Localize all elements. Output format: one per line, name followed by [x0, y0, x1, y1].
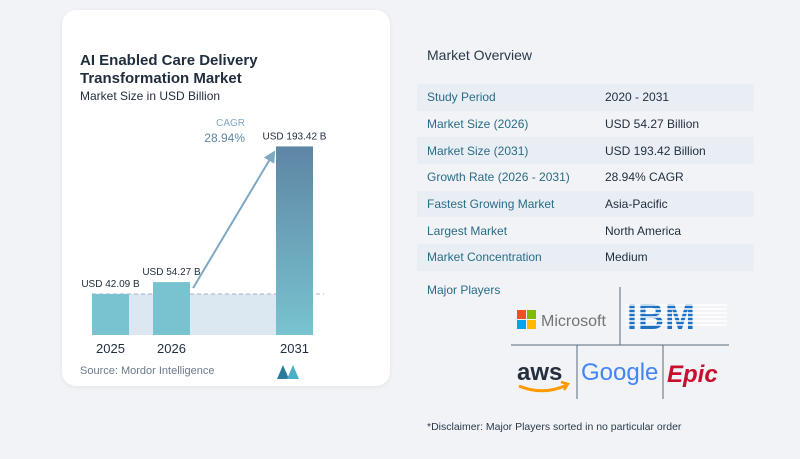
cagr-label: CAGR	[216, 118, 245, 129]
row-value: USD 54.27 Billion	[605, 117, 700, 132]
microsoft-logo: Microsoft	[517, 310, 606, 330]
overview-table: Study Period 2020 - 2031 Market Size (202…	[417, 84, 754, 271]
row-label: Market Concentration	[427, 250, 542, 265]
overview-row: Study Period 2020 - 2031	[417, 84, 754, 111]
row-value: 28.94% CAGR	[605, 170, 684, 185]
ibm-logo: IBM	[625, 296, 727, 337]
row-label: Fastest Growing Market	[427, 197, 555, 212]
row-label: Market Size (2026)	[427, 117, 529, 132]
epic-logo-text: Epic	[667, 361, 718, 388]
tick-label-2025: 2025	[96, 341, 125, 356]
value-label-2026: USD 54.27 B	[142, 267, 201, 278]
value-label-2025: USD 42.09 B	[81, 279, 140, 290]
google-logo-text: Google	[581, 359, 658, 386]
cagr-arrow	[192, 150, 276, 289]
overview-row: Market Concentration Medium	[417, 244, 754, 271]
aws-logo: aws	[517, 359, 570, 393]
epic-logo: Epic	[667, 361, 718, 388]
major-players-label: Major Players	[427, 283, 501, 297]
mordor-logo-icon	[277, 365, 299, 379]
tick-label-2031: 2031	[280, 341, 309, 356]
major-players-logos: Microsoft IBM aws Google Epic	[511, 287, 729, 399]
row-value: 2020 - 2031	[605, 90, 670, 105]
source-note: Source: Mordor Intelligence	[80, 365, 215, 377]
overview-row: Largest Market North America	[417, 217, 754, 244]
row-value: Asia-Pacific	[605, 197, 668, 212]
bar-2026	[153, 282, 190, 335]
value-label-2031: USD 193.42 B	[263, 131, 327, 142]
disclaimer: *Disclaimer: Major Players sorted in no …	[427, 421, 682, 433]
overview-row: Growth Rate (2026 - 2031) 28.94% CAGR	[417, 164, 754, 191]
chart-subtitle: Market Size in USD Billion	[80, 89, 221, 103]
row-label: Largest Market	[427, 223, 508, 238]
row-label: Growth Rate (2026 - 2031)	[427, 170, 570, 185]
aws-logo-text: aws	[517, 359, 562, 386]
row-value: North America	[605, 223, 682, 238]
chart-title: AI Enabled Care Delivery Transformation …	[80, 52, 258, 87]
overview-row: Market Size (2026) USD 54.27 Billion	[417, 111, 754, 138]
google-logo: Google	[581, 359, 658, 386]
row-value: Medium	[605, 250, 648, 265]
row-label: Study Period	[427, 90, 496, 105]
row-label: Market Size (2031)	[427, 143, 529, 158]
overview-row: Market Size (2031) USD 193.42 Billion	[417, 137, 754, 165]
overview-row: Fastest Growing Market Asia-Pacific	[417, 190, 754, 218]
tick-label-2026: 2026	[157, 341, 186, 356]
row-value: USD 193.42 Billion	[605, 143, 706, 158]
cagr-value: 28.94%	[204, 131, 245, 145]
bar-chart: USD 42.09 B 2025 USD 54.27 B 2026 USD 193.42…	[81, 118, 327, 356]
microsoft-logo-text: Microsoft	[541, 313, 606, 330]
bar-2025	[92, 293, 129, 335]
overview-title: Market Overview	[427, 47, 533, 63]
bar-2031	[276, 146, 313, 335]
